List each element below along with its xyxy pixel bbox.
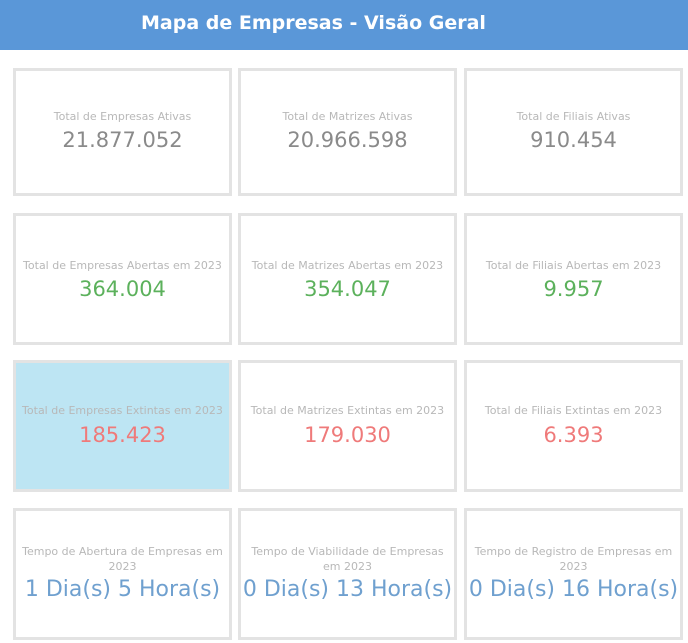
- kpi-value: 0 Dia(s) 13 Hora(s): [242, 577, 453, 602]
- kpi-label: Total de Matrizes Abertas em 2023: [251, 259, 444, 272]
- kpi-value: 1 Dia(s) 5 Hora(s): [24, 577, 221, 602]
- page-title: Mapa de Empresas - Visão Geral: [141, 12, 486, 34]
- kpi-label: Total de Matrizes Extintas em 2023: [250, 404, 445, 417]
- kpi-label: Total de Matrizes Ativas: [282, 110, 413, 123]
- kpi-label: Total de Filiais Extintas em 2023: [484, 404, 663, 417]
- kpi-card-empresas-abertas[interactable]: Total de Empresas Abertas em 2023 364.00…: [13, 213, 232, 345]
- kpi-card-empresas-extintas[interactable]: Total de Empresas Extintas em 2023 185.4…: [13, 360, 232, 492]
- kpi-card-matrizes-abertas[interactable]: Total de Matrizes Abertas em 2023 354.04…: [238, 213, 457, 345]
- kpi-card-matrizes-extintas[interactable]: Total de Matrizes Extintas em 2023 179.0…: [238, 360, 457, 492]
- kpi-value: 20.966.598: [287, 128, 408, 152]
- kpi-card-tempo-viabilidade[interactable]: Tempo de Viabilidade de Empresas em 2023…: [238, 508, 457, 640]
- kpi-card-matrizes-ativas[interactable]: Total de Matrizes Ativas 20.966.598: [238, 68, 457, 196]
- kpi-value: 0 Dia(s) 16 Hora(s): [468, 577, 679, 602]
- kpi-value: 364.004: [79, 277, 166, 301]
- kpi-card-tempo-abertura[interactable]: Tempo de Abertura de Empresas em 2023 1 …: [13, 508, 232, 640]
- kpi-card-filiais-extintas[interactable]: Total de Filiais Extintas em 2023 6.393: [464, 360, 683, 492]
- kpi-value: 910.454: [530, 128, 617, 152]
- kpi-label: Tempo de Abertura de Empresas em 2023: [22, 545, 223, 573]
- kpi-value: 354.047: [304, 277, 391, 301]
- kpi-card-tempo-registro[interactable]: Tempo de Registro de Empresas em 2023 0 …: [464, 508, 683, 640]
- kpi-value: 185.423: [79, 423, 166, 447]
- kpi-value: 21.877.052: [62, 128, 183, 152]
- kpi-label: Total de Filiais Abertas em 2023: [485, 259, 662, 272]
- kpi-value: 6.393: [543, 423, 604, 447]
- kpi-label: Tempo de Registro de Empresas em 2023: [474, 545, 673, 573]
- kpi-value: 9.957: [543, 277, 604, 301]
- kpi-label: Total de Empresas Extintas em 2023: [22, 404, 223, 417]
- kpi-label: Tempo de Viabilidade de Empresas em 2023: [251, 545, 444, 573]
- dashboard-header: Mapa de Empresas - Visão Geral: [0, 0, 688, 50]
- kpi-label: Total de Empresas Abertas em 2023: [23, 259, 222, 272]
- kpi-label: Total de Filiais Ativas: [516, 110, 631, 123]
- kpi-card-empresas-ativas[interactable]: Total de Empresas Ativas 21.877.052: [13, 68, 232, 196]
- kpi-card-filiais-abertas[interactable]: Total de Filiais Abertas em 2023 9.957: [464, 213, 683, 345]
- kpi-value: 179.030: [304, 423, 391, 447]
- kpi-card-filiais-ativas[interactable]: Total de Filiais Ativas 910.454: [464, 68, 683, 196]
- kpi-label: Total de Empresas Ativas: [53, 110, 192, 123]
